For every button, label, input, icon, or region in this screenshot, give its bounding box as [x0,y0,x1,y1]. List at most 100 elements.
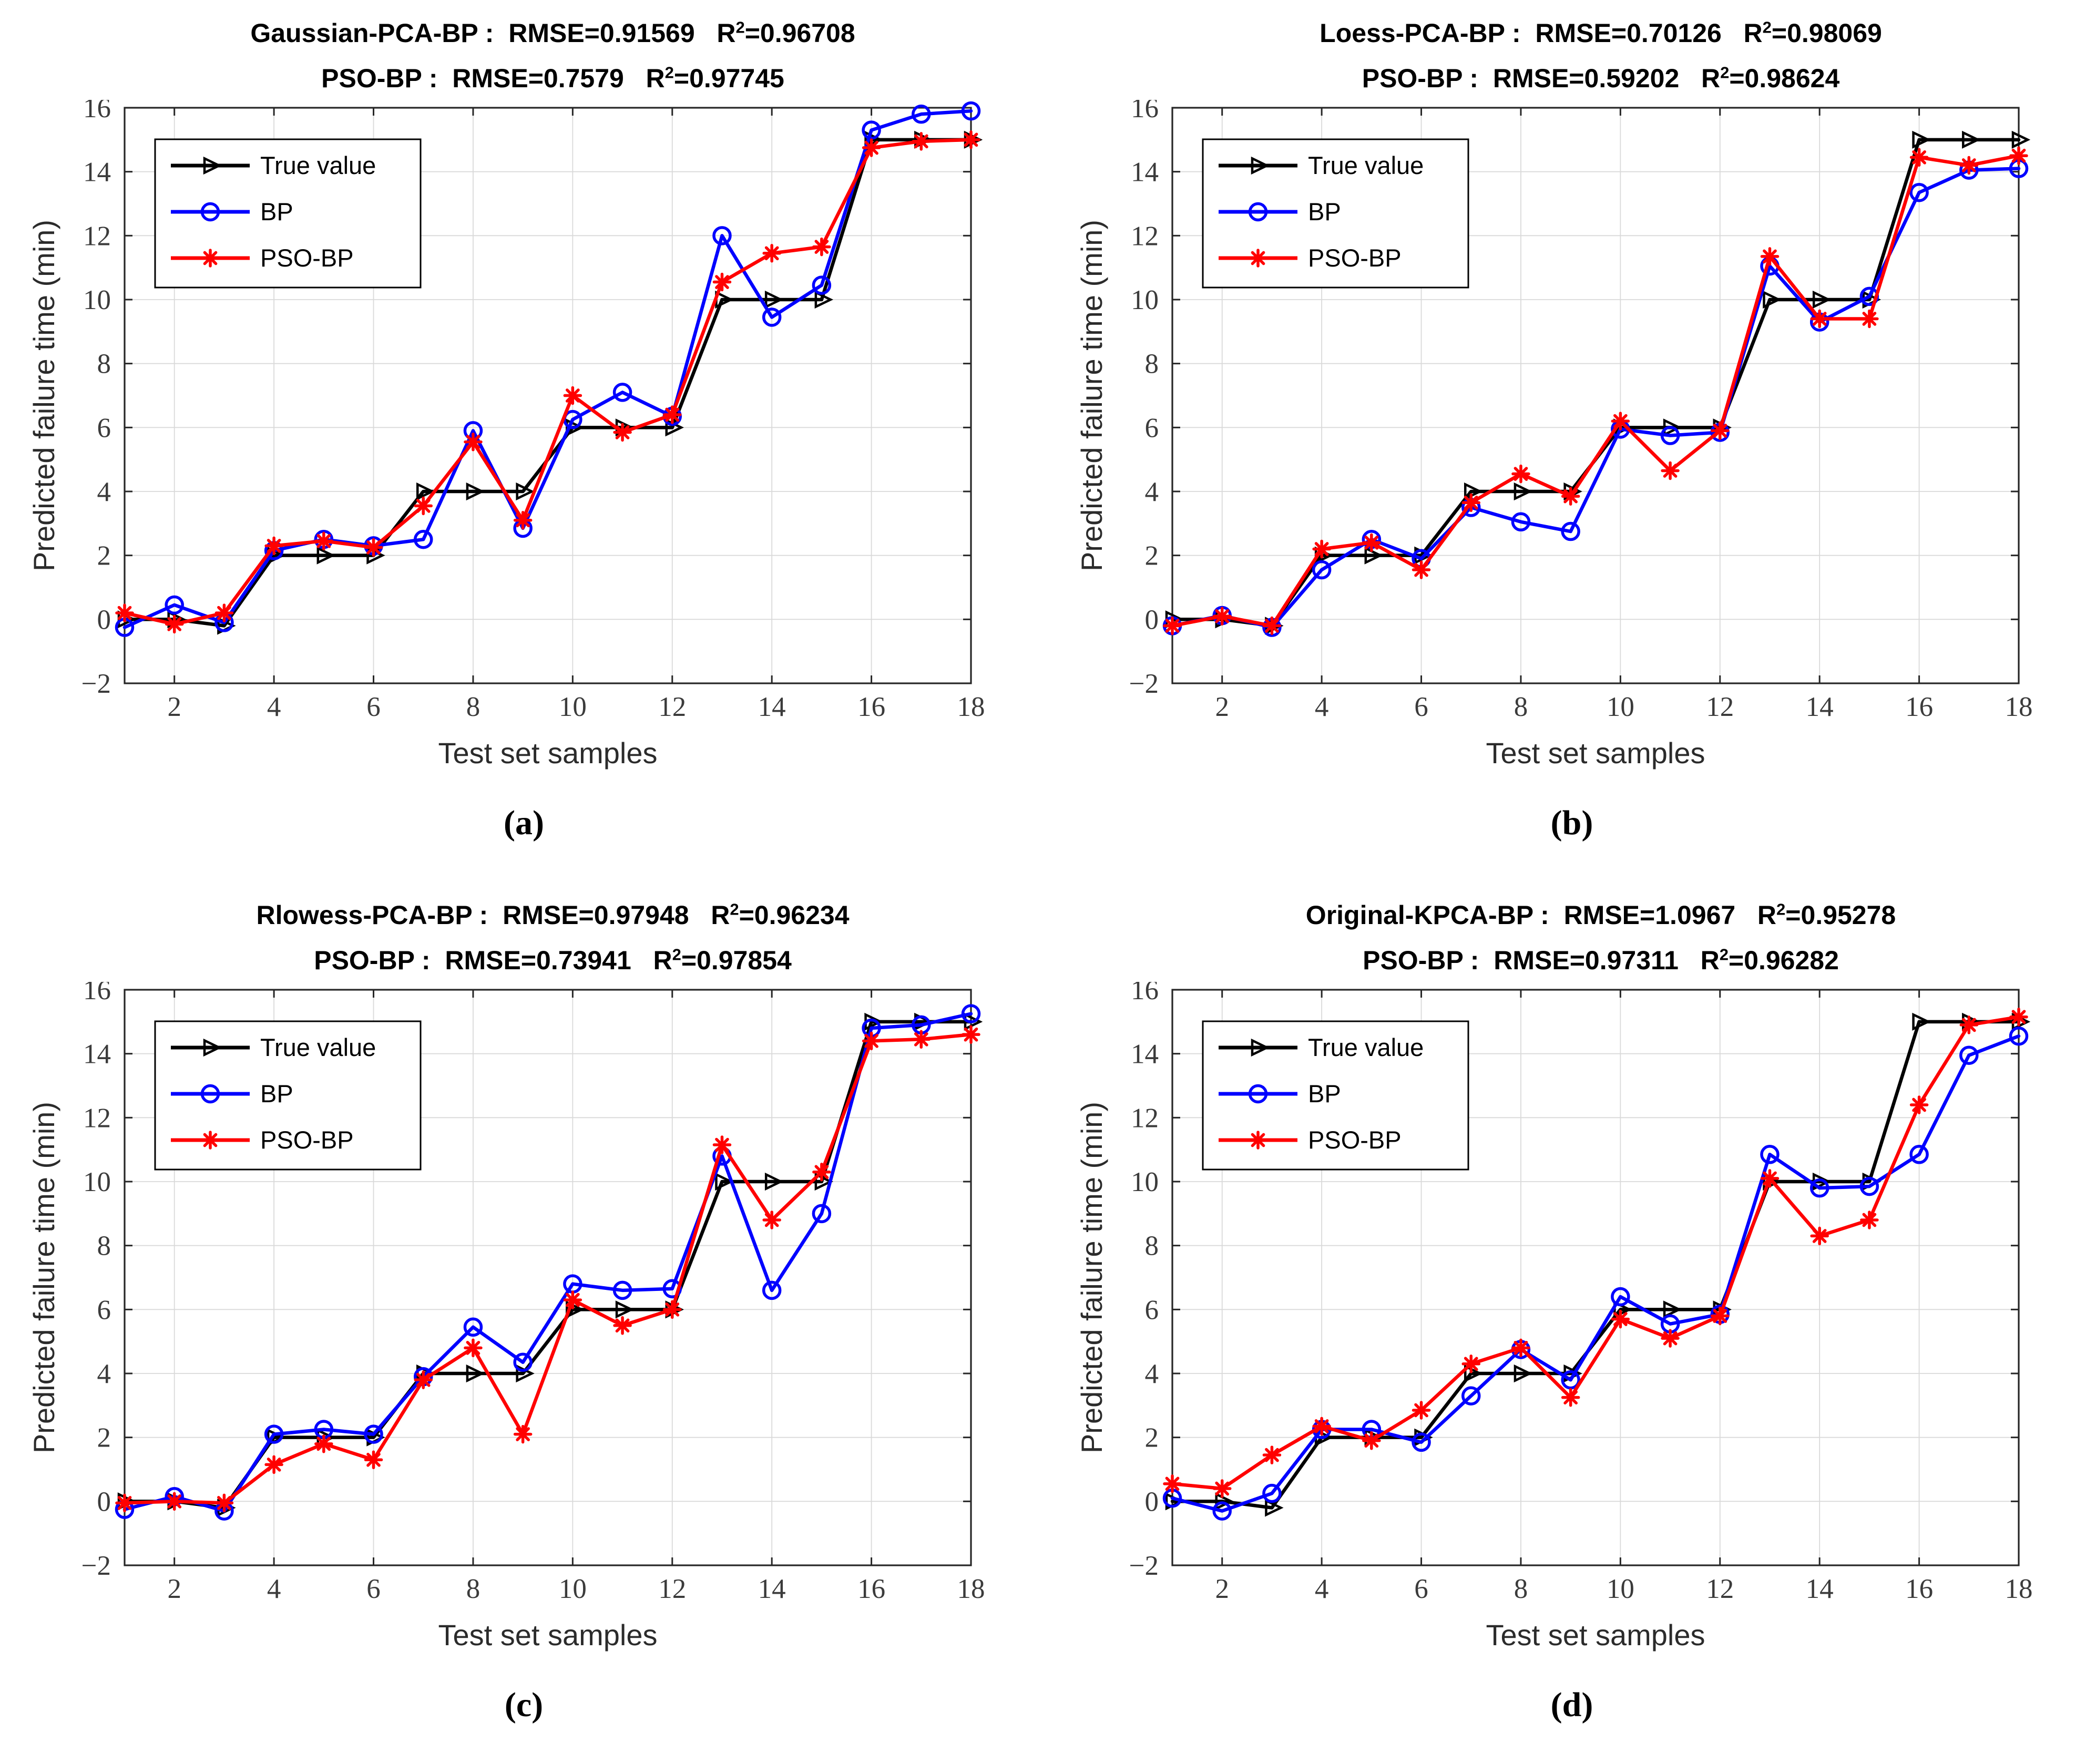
r-label: R [711,900,730,930]
rmse-label: RMSE= [508,18,600,48]
legend-item-label: BP [1308,198,1341,225]
x-tick-label: 6 [1414,692,1428,722]
asterisk-marker [1812,312,1827,326]
x-tick-label: 6 [366,1574,381,1604]
asterisk-marker [964,1027,978,1042]
title-line-1: Loess-PCA-BP : RMSE=0.70126 R2=0.98069 [1106,11,2096,56]
circle-marker [363,1424,383,1444]
triangle-right-marker [1265,1499,1284,1517]
triangle-right-marker [1464,1364,1483,1383]
triangle-right-marker [515,482,535,501]
separator: : [1505,18,1536,48]
x-tick-label: 6 [366,692,381,722]
y-tick-label: 14 [1131,157,1159,188]
asterisk-marker [1713,1309,1727,1323]
asterisk-marker [764,246,779,261]
model-name: PSO-BP [1362,64,1463,93]
y-tick-label: 10 [1131,1167,1159,1197]
y-tick-label: 16 [83,100,111,124]
separator: : [414,946,445,975]
model-name: Rlowess-PCA-BP [256,900,472,930]
circle-marker [712,226,732,245]
r-sup: 2 [1720,63,1730,82]
triangle-right-marker [2011,130,2031,149]
x-tick-label: 4 [267,1574,281,1604]
y-tick-label: 4 [97,1359,111,1389]
x-tick-label: 14 [1806,1574,1834,1604]
equals: = [673,64,690,93]
title-line-1: Original-KPCA-BP : RMSE=1.0967 R2=0.9527… [1106,893,2096,938]
asterisk-marker [466,1340,480,1355]
circle-marker [762,1280,781,1300]
panel-letter-b: (b) [1550,804,1593,842]
asterisk-marker [714,275,729,289]
asterisk-marker [1912,150,1926,165]
asterisk-marker [1215,1481,1230,1496]
x-tick-label: 10 [1607,1574,1634,1604]
circle-marker [1760,1145,1780,1164]
x-tick-label: 16 [1905,1574,1933,1604]
title-line-2: PSO-BP : RMSE=0.59202 R2=0.98624 [1106,56,2096,101]
legend-item-label: BP [1308,1080,1341,1107]
separator: : [1533,900,1564,930]
asterisk-marker [864,140,878,155]
y-tick-label: 4 [1145,1359,1159,1389]
asterisk-marker [1165,1476,1180,1491]
y-tick-label: 0 [1145,1486,1159,1517]
x-axis-label: Test set samples [1486,1618,1705,1652]
asterisk-marker [217,606,231,620]
line-chart-a: 2 4 6 8 10 12 14 16 18 −2 0 2 4 6 8 10 12 14 16 Test set sa… [27,100,985,770]
title-line-2: PSO-BP : RMSE=0.73941 R2=0.97854 [58,938,1048,983]
circle-marker [1959,1045,1979,1065]
asterisk-marker [1663,464,1678,478]
chart-title-b: Loess-PCA-BP : RMSE=0.70126 R2=0.98069 P… [1048,0,2096,100]
asterisk-marker [814,240,829,254]
asterisk-marker [1265,619,1279,633]
triangle-right-marker [714,1172,734,1191]
circle-marker [1262,1483,1282,1503]
asterisk-marker [203,1133,217,1147]
asterisk-marker [466,435,480,449]
asterisk-marker [217,1496,231,1510]
y-tick-label: 14 [83,157,111,188]
y-tick-label: 8 [1145,1231,1159,1262]
legend: True value BP PSO-BP [1202,1020,1469,1171]
y-tick-label: 16 [1131,982,1159,1006]
y-tick-label: 6 [1145,1295,1159,1325]
y-tick-label: 8 [97,1231,111,1262]
y-tick-label: 12 [83,1103,111,1133]
panel-a: Gaussian-PCA-BP : RMSE=0.91569 R2=0.9670… [0,0,1048,882]
model-name: PSO-BP [314,946,415,975]
circle-marker [1312,560,1332,580]
asterisk-marker [664,1302,679,1317]
circle-marker [911,104,931,124]
legend: True value BP PSO-BP [154,1020,421,1171]
triangle-right-marker [1251,156,1270,175]
asterisk-marker [1613,414,1628,428]
circle-marker [762,307,781,327]
x-tick-label: 12 [1706,692,1734,722]
gap [1735,900,1757,930]
asterisk-marker [664,407,679,422]
circle-marker [200,1084,220,1104]
gap [695,18,717,48]
gap [624,64,646,93]
model-name: Original-KPCA-BP [1305,900,1533,930]
circle-marker [612,1280,632,1300]
circle-marker [2009,1026,2029,1046]
r-sup: 2 [1719,945,1729,964]
asterisk-marker [1862,312,1877,326]
asterisk-marker [1464,495,1478,510]
line-chart-c: 2 4 6 8 10 12 14 16 18 −2 0 2 4 6 8 10 12 14 16 Test set sa… [27,982,985,1652]
legend-item-label: PSO-BP [260,1126,354,1154]
x-tick-label: 2 [167,692,181,722]
triangle-right-marker [1663,418,1682,437]
r2-value: 0.96234 [754,900,850,930]
rmse-label: RMSE= [1535,18,1627,48]
asterisk-marker [416,499,431,513]
equals: = [744,18,760,48]
x-tick-label: 8 [466,692,480,722]
r-sup: 2 [672,945,681,964]
panel-letter-a: (a) [504,804,544,842]
asterisk-marker [565,1293,580,1307]
